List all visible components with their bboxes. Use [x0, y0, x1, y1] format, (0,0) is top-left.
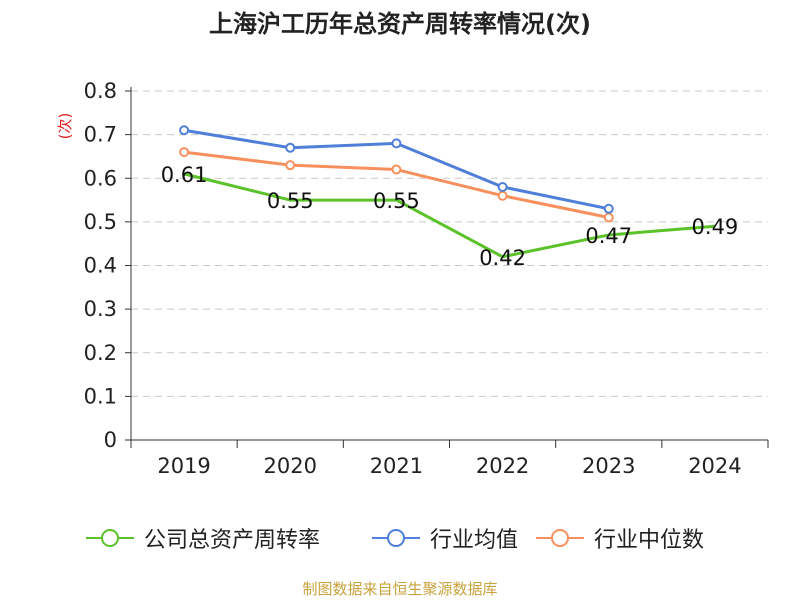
legend: 公司总资产周转率 行业均值 行业中位数: [0, 520, 800, 556]
data-point[interactable]: [603, 212, 614, 223]
data-label: 0.61: [161, 163, 208, 187]
data-label: 0.55: [267, 189, 314, 213]
y-tick-label: 0.6: [84, 166, 117, 190]
legend-marker-company: [86, 529, 134, 547]
data-point[interactable]: [391, 164, 402, 175]
y-tick-label: 0.7: [84, 123, 117, 147]
y-tick-label: 0.2: [84, 341, 117, 365]
data-point[interactable]: [391, 138, 402, 149]
x-tick-label: 2023: [582, 454, 635, 478]
legend-item-company[interactable]: 公司总资产周转率: [86, 520, 320, 556]
x-tick-label: 2019: [157, 454, 210, 478]
data-label: 0.47: [585, 224, 632, 248]
y-tick-label: 0: [104, 428, 117, 452]
legend-item-industry-mean[interactable]: 行业均值: [372, 520, 518, 556]
data-point[interactable]: [497, 190, 508, 201]
legend-label-company: 公司总资产周转率: [144, 528, 321, 553]
legend-marker-industry-median: [536, 529, 584, 547]
y-tick-label: 0.3: [84, 297, 117, 321]
x-tick-label: 2020: [264, 454, 317, 478]
x-tick-label: 2024: [688, 454, 741, 478]
data-point[interactable]: [285, 160, 296, 171]
data-point[interactable]: [179, 125, 190, 136]
x-tick-label: 2022: [476, 454, 529, 478]
y-tick-label: 0.8: [84, 79, 117, 103]
data-source-note: 制图数据来自恒生聚源数据库: [302, 580, 498, 598]
data-label: 0.55: [373, 189, 420, 213]
data-point[interactable]: [497, 181, 508, 192]
legend-label-industry-mean: 行业均值: [430, 528, 519, 553]
data-label: 0.49: [692, 215, 739, 239]
legend-label-industry-median: 行业中位数: [594, 528, 705, 553]
y-tick-label: 0.4: [84, 254, 117, 278]
legend-item-industry-median[interactable]: 行业中位数: [536, 520, 704, 556]
data-point[interactable]: [603, 203, 614, 214]
legend-marker-industry-mean: [372, 529, 420, 547]
data-label: 0.42: [479, 246, 526, 270]
y-axis-label: (次): [56, 113, 74, 140]
data-point[interactable]: [179, 147, 190, 158]
data-point[interactable]: [285, 142, 296, 153]
x-tick-label: 2021: [370, 454, 423, 478]
chart-title: 上海沪工历年总资产周转率情况(次): [209, 10, 591, 38]
y-tick-label: 0.5: [84, 210, 117, 234]
series-line: [183, 172, 716, 259]
y-tick-label: 0.1: [84, 384, 117, 408]
